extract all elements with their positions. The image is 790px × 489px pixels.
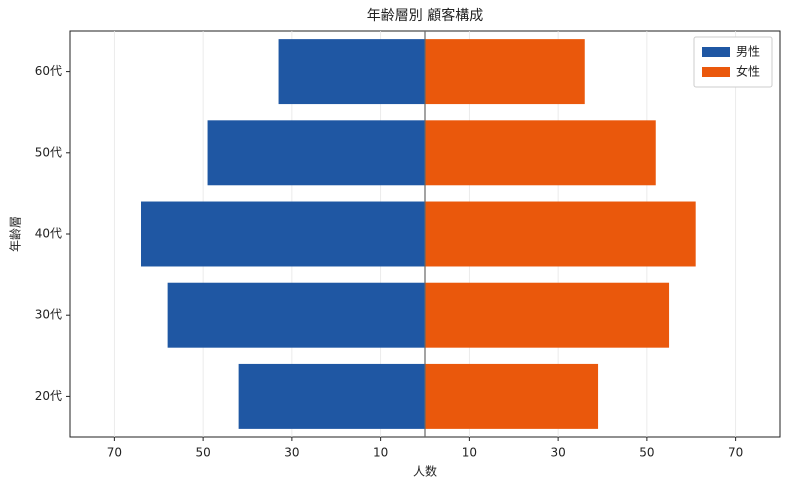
x-tick-label: 70 <box>107 446 122 460</box>
bar <box>425 282 670 348</box>
legend-label: 女性 <box>736 64 760 79</box>
y-tick-label: 60代 <box>35 64 62 78</box>
x-tick-label: 50 <box>195 446 210 460</box>
bar <box>278 39 425 105</box>
y-tick-label: 30代 <box>35 308 62 322</box>
bar <box>425 201 696 267</box>
legend-label: 男性 <box>736 45 760 59</box>
x-tick-label: 70 <box>728 446 743 460</box>
chart-title: 年齢層別 顧客構成 <box>367 7 483 24</box>
x-tick-label: 30 <box>550 446 565 460</box>
legend-swatch <box>702 67 730 77</box>
y-axis-label: 年齢層 <box>8 216 23 252</box>
x-tick-label: 10 <box>462 446 477 460</box>
legend-box <box>693 36 773 88</box>
bar <box>425 120 656 186</box>
x-tick-label: 10 <box>373 446 388 460</box>
y-tick-label: 40代 <box>35 227 62 241</box>
bar <box>167 282 425 348</box>
x-axis-label: 人数 <box>413 464 437 479</box>
bar <box>425 39 585 105</box>
x-tick-label: 30 <box>284 446 299 460</box>
y-tick-label: 20代 <box>35 389 62 403</box>
bar <box>141 201 425 267</box>
y-tick-label: 50代 <box>35 145 62 159</box>
x-tick-label: 50 <box>639 446 654 460</box>
legend-swatch <box>702 47 730 57</box>
bar <box>238 363 425 429</box>
bar <box>207 120 425 186</box>
bar <box>425 363 599 429</box>
